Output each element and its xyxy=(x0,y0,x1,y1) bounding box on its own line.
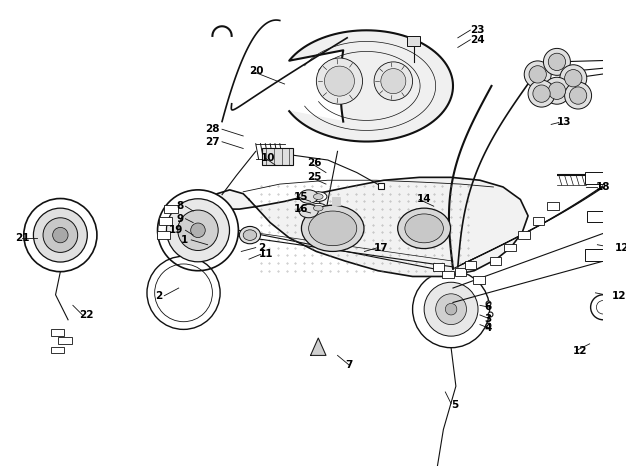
Ellipse shape xyxy=(299,190,318,203)
Text: 16: 16 xyxy=(294,204,309,214)
Circle shape xyxy=(565,82,592,109)
Text: 28: 28 xyxy=(205,124,220,134)
Circle shape xyxy=(158,190,239,271)
Text: 11: 11 xyxy=(259,249,273,259)
FancyBboxPatch shape xyxy=(585,249,603,261)
Text: 26: 26 xyxy=(307,158,321,168)
Text: 9: 9 xyxy=(177,214,183,224)
Bar xyxy=(156,231,170,239)
Text: 4: 4 xyxy=(484,323,491,333)
Text: 23: 23 xyxy=(470,25,485,35)
Bar xyxy=(433,263,444,271)
Text: 14: 14 xyxy=(416,194,431,204)
Polygon shape xyxy=(310,338,326,355)
Text: 22: 22 xyxy=(80,310,94,320)
Bar xyxy=(504,244,516,251)
Text: 12: 12 xyxy=(615,243,626,253)
Circle shape xyxy=(381,68,406,94)
Bar xyxy=(464,261,476,269)
Text: 20: 20 xyxy=(249,66,264,76)
Circle shape xyxy=(374,62,413,100)
Bar xyxy=(164,205,178,213)
Text: 12: 12 xyxy=(573,346,588,356)
Text: 17: 17 xyxy=(374,243,389,253)
Circle shape xyxy=(548,53,566,70)
Ellipse shape xyxy=(244,230,257,240)
Text: 19: 19 xyxy=(169,225,183,235)
Text: 10: 10 xyxy=(260,153,275,163)
Ellipse shape xyxy=(299,204,318,218)
Text: 12: 12 xyxy=(612,291,626,301)
Bar xyxy=(533,217,545,225)
Text: 21: 21 xyxy=(15,233,29,243)
Ellipse shape xyxy=(405,214,443,243)
Bar xyxy=(443,271,454,278)
Ellipse shape xyxy=(310,192,327,201)
Bar xyxy=(518,231,530,239)
Bar xyxy=(58,337,72,344)
Ellipse shape xyxy=(239,227,260,244)
Text: 27: 27 xyxy=(205,137,220,147)
Circle shape xyxy=(524,61,551,88)
Polygon shape xyxy=(289,30,453,142)
Text: 1: 1 xyxy=(181,235,188,245)
Ellipse shape xyxy=(309,211,357,246)
Text: 6: 6 xyxy=(485,302,491,312)
Circle shape xyxy=(43,218,78,252)
Circle shape xyxy=(33,208,87,262)
Bar xyxy=(473,276,485,284)
Circle shape xyxy=(413,271,490,348)
Text: 25: 25 xyxy=(307,172,321,182)
Circle shape xyxy=(436,294,466,324)
Text: 8: 8 xyxy=(177,201,183,211)
Text: 7: 7 xyxy=(345,360,352,370)
FancyBboxPatch shape xyxy=(585,172,603,184)
Bar xyxy=(490,257,501,265)
Text: 24: 24 xyxy=(470,35,485,45)
Polygon shape xyxy=(210,177,528,276)
FancyBboxPatch shape xyxy=(587,210,605,222)
Bar xyxy=(215,196,228,203)
Text: 3: 3 xyxy=(485,314,491,324)
Ellipse shape xyxy=(310,203,327,213)
Bar xyxy=(455,268,466,276)
Circle shape xyxy=(324,66,354,96)
Circle shape xyxy=(533,85,550,102)
Circle shape xyxy=(53,228,68,243)
Bar xyxy=(51,347,64,353)
Circle shape xyxy=(548,82,566,99)
Circle shape xyxy=(424,282,478,336)
Ellipse shape xyxy=(302,205,364,251)
Circle shape xyxy=(445,304,457,315)
Circle shape xyxy=(543,77,570,104)
Text: 13: 13 xyxy=(557,117,572,127)
Circle shape xyxy=(590,295,615,320)
Circle shape xyxy=(560,65,587,92)
Circle shape xyxy=(316,58,362,104)
Text: 2: 2 xyxy=(155,291,162,301)
Ellipse shape xyxy=(398,208,451,248)
Circle shape xyxy=(529,66,546,83)
Circle shape xyxy=(24,199,97,272)
Circle shape xyxy=(178,210,218,250)
Circle shape xyxy=(565,69,582,87)
Ellipse shape xyxy=(314,205,323,211)
Text: 2: 2 xyxy=(259,243,266,253)
Bar xyxy=(51,329,64,336)
Bar xyxy=(262,148,293,165)
Circle shape xyxy=(528,80,555,107)
Text: 15: 15 xyxy=(294,191,309,201)
Bar xyxy=(158,217,172,225)
Text: 5: 5 xyxy=(451,400,458,410)
Circle shape xyxy=(570,87,587,104)
Bar xyxy=(407,36,420,46)
Circle shape xyxy=(167,199,230,262)
Ellipse shape xyxy=(314,194,323,200)
Circle shape xyxy=(597,301,610,314)
Circle shape xyxy=(191,223,205,238)
Bar xyxy=(547,202,559,210)
Circle shape xyxy=(543,48,570,76)
Text: 18: 18 xyxy=(595,182,610,192)
